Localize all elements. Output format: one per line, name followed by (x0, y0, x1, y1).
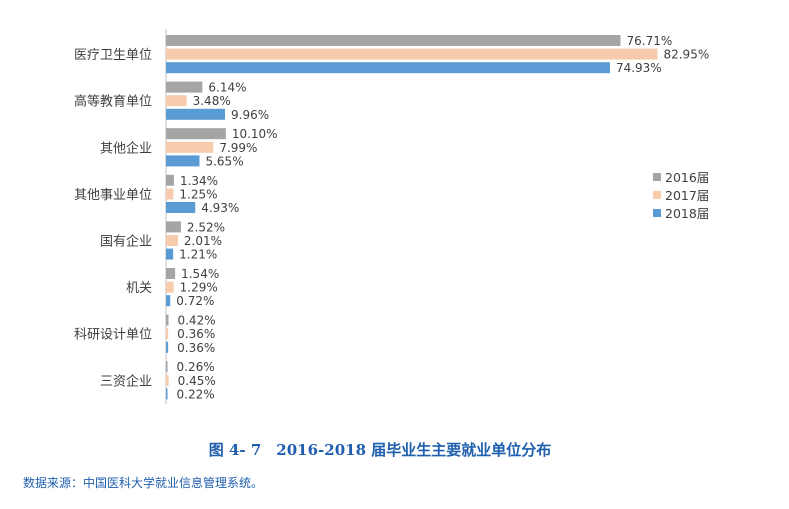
data-label: 1.25% (179, 187, 217, 201)
bar-2016 (166, 361, 168, 373)
data-label: 2.52% (187, 220, 225, 234)
data-label: 0.72% (176, 294, 214, 308)
data-label: 9.96% (231, 108, 269, 122)
data-label: 7.99% (219, 141, 257, 155)
legend-swatch (653, 209, 661, 217)
data-label: 0.45% (178, 374, 216, 388)
data-label: 3.48% (193, 94, 231, 108)
data-label: 0.36% (177, 341, 215, 355)
data-label: 0.22% (177, 387, 215, 401)
data-label: 1.54% (181, 267, 219, 281)
category-label: 高等教育单位 (74, 94, 152, 110)
data-label: 74.93% (616, 61, 662, 75)
category-label: 三资企业 (100, 373, 152, 389)
bar-2017 (166, 141, 214, 153)
legend-label: 2017届 (665, 188, 709, 203)
bar-2017 (166, 188, 174, 200)
bar-2016 (166, 221, 181, 233)
bar-2017 (166, 281, 174, 293)
bar-2018 (166, 388, 168, 400)
data-label: 0.42% (177, 314, 215, 328)
data-label: 1.29% (180, 281, 218, 295)
category-label: 机关 (126, 281, 152, 296)
legend-swatch (653, 173, 661, 181)
data-source-note: 数据来源：中国医科大学就业信息管理系统。 (23, 476, 264, 490)
data-label: 2.01% (184, 234, 222, 248)
bar-2017 (166, 235, 178, 246)
bar-2016 (166, 268, 176, 279)
data-label: 10.10% (232, 127, 278, 141)
bar-2017 (166, 48, 658, 60)
data-label: 76.71% (627, 34, 673, 48)
legend-label: 2018届 (665, 206, 709, 221)
figure-caption: 图 4- 7 2016-2018 届毕业生主要就业单位分布 (208, 441, 552, 459)
legend-swatch (653, 191, 661, 199)
legend-label: 2016届 (665, 170, 709, 185)
bar-2018 (166, 248, 174, 260)
bar-2018 (166, 295, 171, 307)
data-label: 4.93% (201, 201, 239, 215)
bar-2016 (166, 174, 174, 186)
category-label: 科研设计单位 (74, 328, 152, 343)
category-label: 其他企业 (100, 140, 152, 156)
bar-2017 (166, 374, 169, 386)
bar-2016 (166, 314, 169, 326)
data-label: 0.36% (177, 327, 215, 341)
bar-chart: 医疗卫生单位 76.71%82.95%74.93% 高等教育单位 6.14%3.48%… (74, 29, 709, 404)
data-label: 1.34% (180, 174, 218, 188)
bar-2018 (166, 62, 610, 74)
category-label: 其他事业单位 (74, 188, 152, 203)
bar-2016 (166, 35, 621, 46)
data-label: 6.14% (208, 81, 246, 95)
category-label: 国有企业 (100, 234, 152, 250)
bar-2018 (166, 341, 169, 353)
data-label: 5.65% (205, 154, 243, 168)
bar-2018 (166, 155, 200, 167)
bar-2016 (166, 81, 203, 93)
category-label: 医疗卫生单位 (74, 48, 152, 63)
data-label: 82.95% (663, 48, 709, 62)
bar-2018 (166, 108, 226, 120)
bar-2017 (166, 328, 169, 340)
bar-2017 (166, 95, 187, 107)
data-label: 1.21% (179, 248, 217, 262)
bar-2016 (166, 128, 226, 140)
data-label: 0.26% (177, 360, 215, 374)
bar-2018 (166, 202, 196, 213)
